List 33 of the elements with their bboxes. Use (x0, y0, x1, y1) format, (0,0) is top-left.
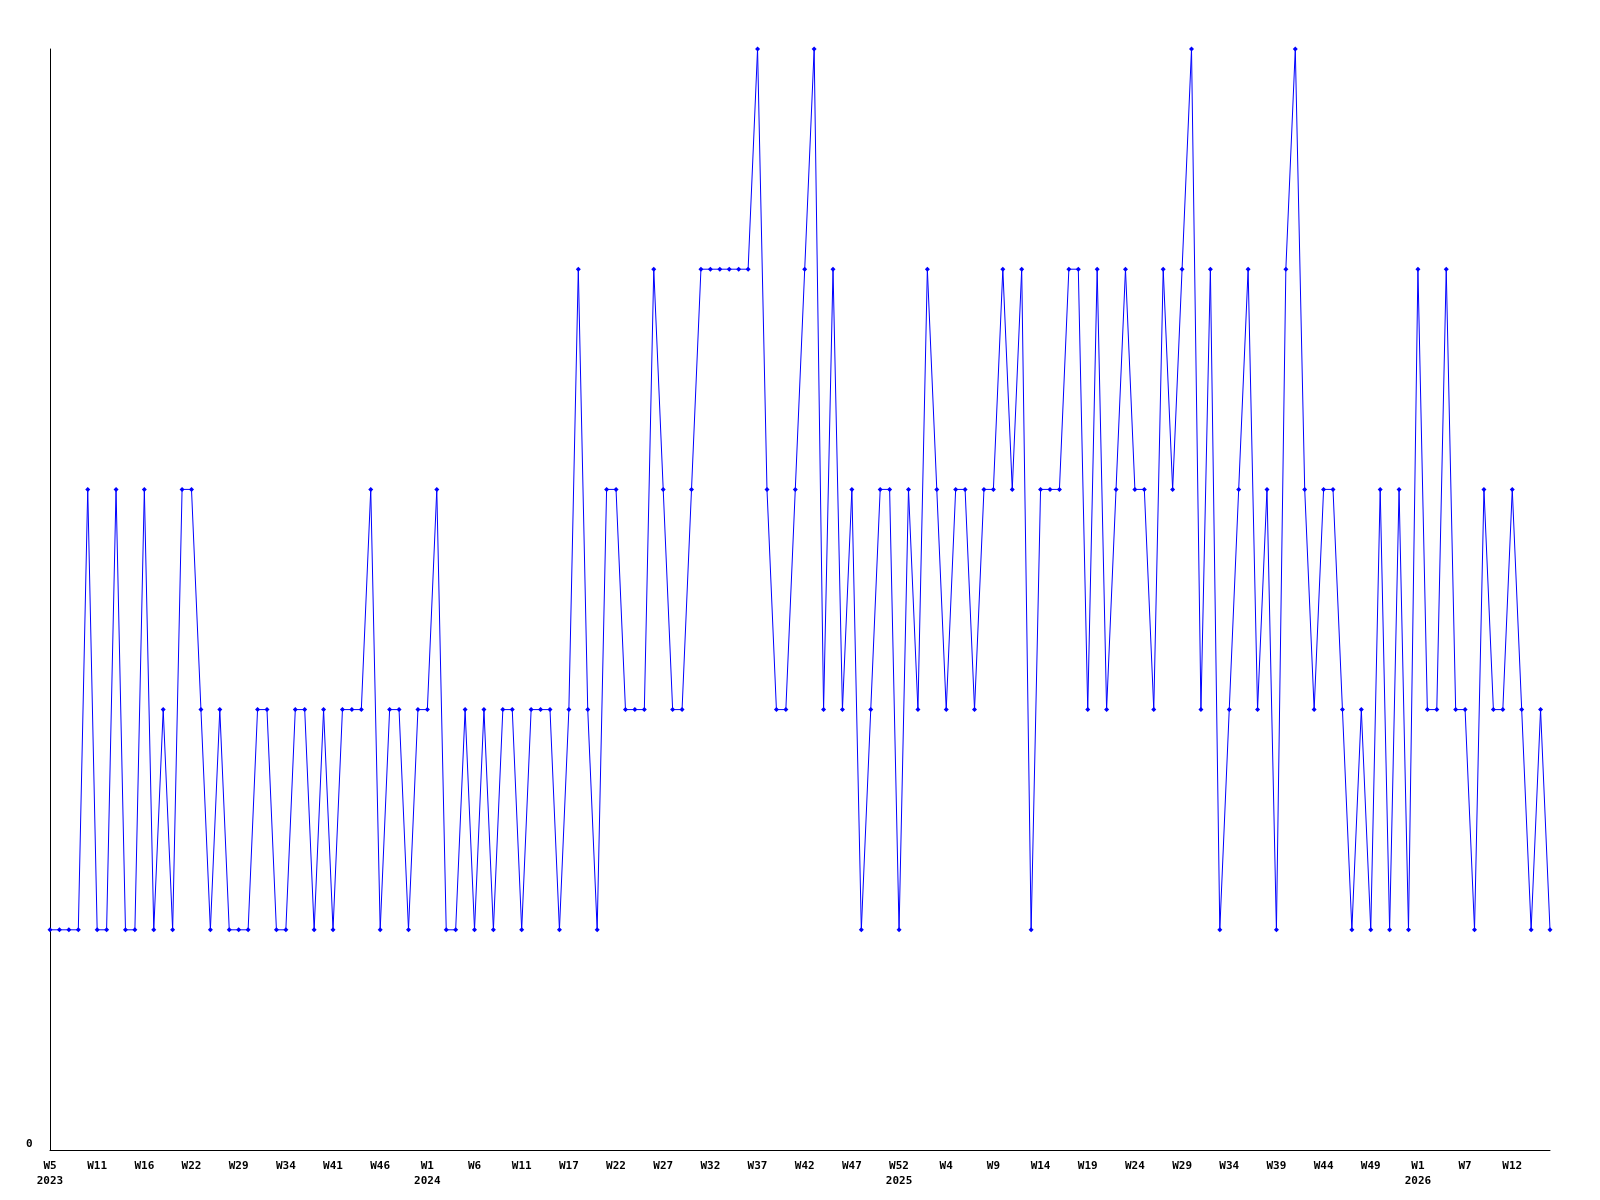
x-tick-label: W14 (1030, 1159, 1051, 1172)
x-tick-label: W42 (794, 1159, 815, 1172)
x-tick-label: W46 (370, 1159, 391, 1172)
x-tick-label: W6 (467, 1159, 482, 1172)
x-tick-label: W41 (323, 1159, 344, 1172)
x-tick-label: W22 (181, 1159, 202, 1172)
x-tick-label: W17 (558, 1159, 579, 1172)
x-tick-label: W39 (1266, 1159, 1287, 1172)
x-tick-label: W52 2025 (885, 1159, 913, 1187)
x-tick-label: W29 (1172, 1159, 1193, 1172)
x-tick-label: W1 2026 (1404, 1159, 1432, 1187)
x-tick-label: W22 (606, 1159, 626, 1172)
x-tick-label: W7 (1458, 1159, 1472, 1172)
x-tick-label: W32 (700, 1159, 721, 1172)
text: 0 (26, 1137, 33, 1150)
x-tick-label: W5 2023 (36, 1159, 64, 1187)
x-tick-label: W4 (939, 1159, 954, 1172)
x-tick-label: W11 (511, 1159, 533, 1172)
x-tick-label: W47 (841, 1159, 862, 1172)
x-tick-label: W19 (1077, 1159, 1098, 1172)
x-tick-label: W34 (1219, 1159, 1240, 1172)
x-tick-label: W16 (134, 1159, 155, 1172)
x-tick-label: W1 2024 (414, 1159, 441, 1187)
x-tick-label: W37 (747, 1159, 768, 1172)
x-tick-label: W34 (275, 1159, 297, 1172)
x-tick-label: W44 (1313, 1159, 1334, 1172)
x-tick-label: W27 (653, 1159, 674, 1172)
x-tick-label: W24 (1124, 1159, 1146, 1172)
x-tick-label: W11 (87, 1159, 108, 1172)
x-tick-label: W49 (1360, 1159, 1381, 1172)
x-tick-label: W29 (228, 1159, 249, 1172)
x-tick-label: W12 (1502, 1159, 1523, 1172)
x-tick-label: W9 (986, 1159, 1001, 1172)
